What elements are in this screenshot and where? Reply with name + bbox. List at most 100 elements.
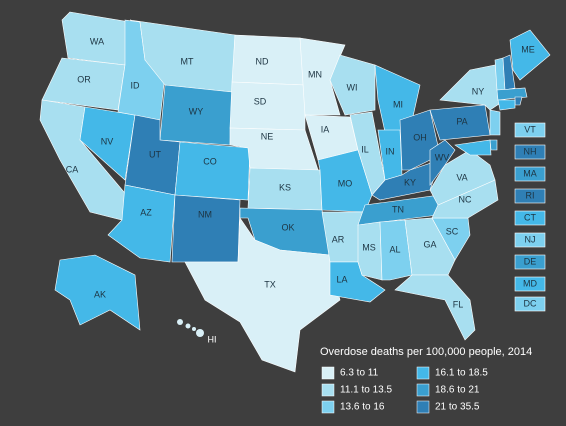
legend-swatch xyxy=(321,366,335,380)
state-tile xyxy=(514,254,546,270)
state xyxy=(489,139,498,151)
state-label: DE xyxy=(524,256,537,266)
state-label: WY xyxy=(189,106,204,116)
state-label: HI xyxy=(208,334,217,344)
state-label: ME xyxy=(521,44,535,54)
state-label: GA xyxy=(423,239,436,249)
state xyxy=(489,109,501,136)
state-tile xyxy=(514,232,546,248)
state-tile xyxy=(514,166,546,182)
state-tile xyxy=(514,144,546,160)
state xyxy=(394,274,476,341)
state-label: FL xyxy=(453,299,464,309)
state-label: NC xyxy=(459,194,472,204)
state xyxy=(509,29,551,81)
state xyxy=(229,81,306,131)
state-label: WA xyxy=(90,36,104,46)
state-label: VT xyxy=(524,124,536,134)
state-label: IN xyxy=(386,146,395,156)
legend-swatch xyxy=(321,400,335,414)
state-label: NM xyxy=(198,209,212,219)
legend-label: 13.6 to 16 xyxy=(340,402,385,413)
state-label: CO xyxy=(203,156,217,166)
state-label: NH xyxy=(524,146,537,156)
legend-swatch xyxy=(321,383,335,397)
state xyxy=(61,11,131,66)
state xyxy=(192,327,196,331)
legend-swatch xyxy=(416,383,430,397)
state xyxy=(54,254,141,331)
state-label: CT xyxy=(524,212,536,222)
state-tile xyxy=(514,276,546,292)
state-label: OK xyxy=(281,222,294,232)
state xyxy=(454,139,492,156)
state-label: NY xyxy=(472,86,485,96)
state-label: UT xyxy=(149,149,161,159)
state-tile xyxy=(514,296,546,312)
legend-label: 6.3 to 11 xyxy=(340,368,379,379)
state xyxy=(171,194,241,263)
state-tile xyxy=(514,122,546,138)
state-label: NJ xyxy=(525,234,536,244)
state-label: ID xyxy=(131,80,141,90)
state-label: MA xyxy=(523,168,537,178)
state xyxy=(177,319,183,325)
state-label: WV xyxy=(435,152,450,162)
state xyxy=(502,54,516,91)
state-label: MD xyxy=(523,278,537,288)
state-tile xyxy=(514,210,546,226)
state-label: TX xyxy=(264,279,276,289)
state-label: IA xyxy=(321,124,330,134)
state xyxy=(371,159,441,201)
state xyxy=(429,139,456,186)
state-label: SC xyxy=(446,226,459,236)
state-label: MT xyxy=(181,56,194,66)
state xyxy=(329,54,376,116)
state-label: ND xyxy=(256,56,269,66)
state-label: WI xyxy=(347,82,358,92)
state-label: LA xyxy=(336,274,347,284)
legend-label: 18.6 to 21 xyxy=(435,385,480,396)
state xyxy=(231,34,306,86)
legend-swatch xyxy=(416,366,430,380)
state xyxy=(496,87,528,101)
state xyxy=(299,37,346,116)
state xyxy=(357,221,383,281)
state-label: KS xyxy=(279,182,291,192)
legend-title: Overdose deaths per 100,000 people, 2014 xyxy=(320,346,532,358)
state xyxy=(514,96,523,106)
state-label: NE xyxy=(261,131,274,141)
state-label: IL xyxy=(361,144,369,154)
state-label: RI xyxy=(526,190,535,200)
state-label: MN xyxy=(308,69,322,79)
state-label: CA xyxy=(66,164,79,174)
state xyxy=(404,217,456,276)
state-label: DC xyxy=(524,298,537,308)
legend-swatch xyxy=(416,400,430,414)
state-label: PA xyxy=(456,116,467,126)
state-label: MO xyxy=(338,178,353,188)
state-label: NV xyxy=(101,136,114,146)
state-label: SD xyxy=(254,96,267,106)
legend-label: 21 to 35.5 xyxy=(435,402,480,413)
state-label: OR xyxy=(77,74,91,84)
legend-label: 11.1 to 13.5 xyxy=(340,385,393,396)
state-label: VA xyxy=(456,172,467,182)
state-label: MI xyxy=(393,99,403,109)
state-label: AZ xyxy=(140,207,152,217)
state-label: TN xyxy=(392,204,404,214)
state-tile xyxy=(514,188,546,204)
state xyxy=(174,141,251,201)
state xyxy=(379,219,413,281)
state xyxy=(185,323,191,329)
state-label: MS xyxy=(362,242,376,252)
state xyxy=(497,99,516,111)
state xyxy=(196,329,204,337)
state-label: AL xyxy=(389,244,400,254)
state xyxy=(184,217,341,373)
state-label: OH xyxy=(413,132,427,142)
state-label: KY xyxy=(404,177,416,187)
state-label: AR xyxy=(332,234,345,244)
state-label: AK xyxy=(94,289,106,299)
